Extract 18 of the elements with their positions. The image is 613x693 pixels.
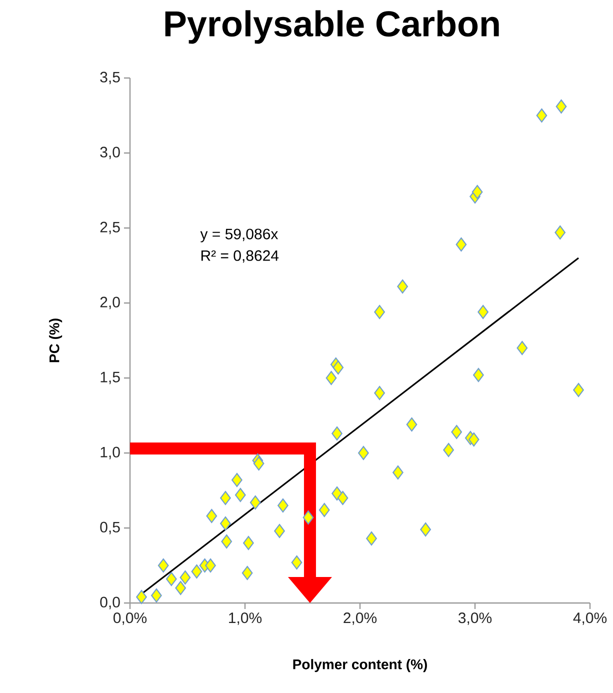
annotation: y = 59,086x — [200, 228, 278, 242]
y-tick-label: 0,0 — [100, 596, 120, 610]
y-tick-label: 0,5 — [100, 522, 120, 534]
y-tick-label: 2,5 — [100, 222, 120, 234]
chart-title: Pyrolysable Carbon — [165, 10, 499, 44]
x-tick-label: 3,0% — [458, 612, 492, 625]
y-tick-label: 3,5 — [100, 72, 120, 84]
y-tick-label: 1,0 — [100, 446, 120, 460]
y-tick-label: 1,5 — [100, 372, 120, 384]
x-tick-label: 1,0% — [229, 612, 262, 625]
x-tick-label: 4,0% — [573, 612, 607, 625]
annotation: R² = 0,8624 — [201, 250, 279, 263]
x-tick-label: 0,0% — [113, 612, 147, 625]
y-tick-label: 2,0 — [100, 296, 120, 310]
x-axis-title: Polymer content (%) — [293, 659, 427, 672]
y-tick-label: 3,0 — [100, 146, 120, 160]
y-axis-title: PC (%) — [49, 318, 62, 362]
x-tick-label: 2,0% — [344, 612, 377, 625]
